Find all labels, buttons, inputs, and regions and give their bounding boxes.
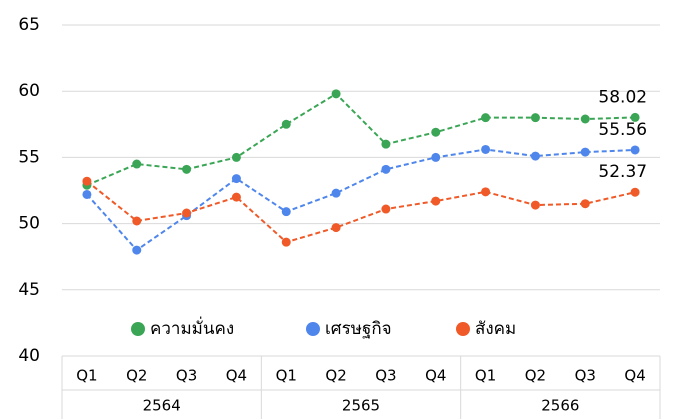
x-tick-label: Q4 [226, 367, 247, 385]
marker [381, 164, 391, 174]
marker [580, 199, 590, 209]
y-tick-label: 65 [18, 15, 40, 35]
marker [132, 159, 142, 169]
marker [481, 144, 491, 154]
data-label: 58.02 [598, 87, 647, 107]
marker [481, 113, 491, 123]
legend-marker [456, 322, 470, 336]
marker [630, 187, 640, 197]
marker [331, 188, 341, 198]
marker [630, 112, 640, 122]
marker [381, 139, 391, 149]
marker [431, 127, 441, 137]
x-tick-label: Q2 [525, 367, 546, 385]
marker [132, 216, 142, 226]
x-tick-label: Q3 [375, 367, 396, 385]
group-label: 2566 [541, 397, 579, 415]
x-tick-label: Q2 [126, 367, 147, 385]
marker [530, 113, 540, 123]
y-tick-label: 60 [18, 81, 40, 101]
x-tick-label: Q4 [624, 367, 645, 385]
legend-marker [306, 322, 320, 336]
series-line [86, 180, 636, 244]
data-label: 55.56 [598, 120, 647, 140]
marker [331, 223, 341, 233]
y-tick-label: 40 [18, 346, 40, 366]
y-tick-label: 55 [18, 147, 40, 167]
y-tick-label: 50 [18, 214, 40, 234]
data-label: 52.37 [598, 162, 647, 182]
x-tick-label: Q4 [425, 367, 446, 385]
series-line [86, 148, 636, 252]
group-label: 2565 [342, 397, 380, 415]
marker [231, 152, 241, 162]
x-tick-label: Q2 [325, 367, 346, 385]
legend-marker [131, 322, 145, 336]
x-tick-label: Q1 [76, 367, 97, 385]
marker [82, 176, 92, 186]
y-tick-label: 45 [18, 280, 40, 300]
legend-label: สังคม [475, 319, 516, 339]
x-tick-label: Q3 [575, 367, 596, 385]
marker [231, 192, 241, 202]
marker [431, 196, 441, 206]
marker [182, 208, 192, 218]
x-tick-label: Q1 [276, 367, 297, 385]
marker [580, 147, 590, 157]
group-label: 2564 [143, 397, 181, 415]
marker [281, 119, 291, 129]
series-line [86, 92, 636, 187]
x-tick-label: Q1 [475, 367, 496, 385]
marker [630, 145, 640, 155]
marker [381, 204, 391, 214]
marker [530, 200, 540, 210]
marker [431, 152, 441, 162]
marker [580, 114, 590, 124]
marker [530, 151, 540, 161]
marker [182, 164, 192, 174]
marker [231, 174, 241, 184]
legend-label: เศรษฐกิจ [325, 319, 392, 339]
marker [281, 207, 291, 217]
marker [481, 187, 491, 197]
legend-label: ความมั่นคง [150, 316, 234, 339]
x-tick-label: Q3 [176, 367, 197, 385]
marker [281, 237, 291, 247]
marker [82, 189, 92, 199]
marker [331, 89, 341, 99]
marker [132, 245, 142, 255]
